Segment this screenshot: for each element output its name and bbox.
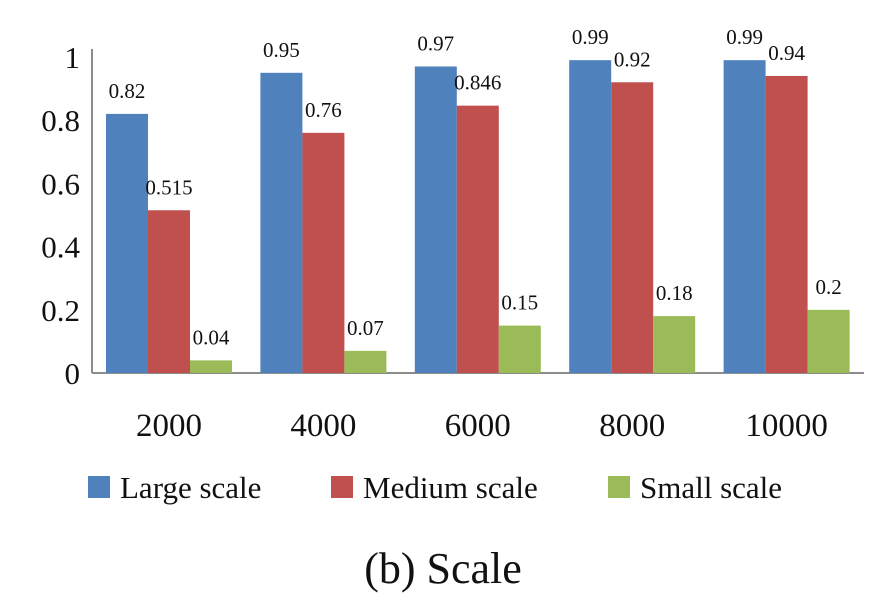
data-label: 0.846 bbox=[454, 71, 501, 95]
bar bbox=[611, 82, 654, 373]
bars bbox=[106, 60, 850, 374]
data-label: 0.99 bbox=[572, 25, 609, 49]
bar bbox=[498, 325, 541, 373]
bar bbox=[723, 60, 766, 373]
y-tick-label: 1 bbox=[65, 40, 81, 75]
bar bbox=[302, 132, 345, 373]
y-tick-label: 0.6 bbox=[41, 166, 80, 201]
chart-caption: (b) Scale bbox=[364, 544, 522, 593]
data-label: 0.99 bbox=[726, 25, 763, 49]
y-tick-label: 0 bbox=[65, 356, 81, 391]
data-label: 0.97 bbox=[417, 31, 454, 55]
data-label: 0.95 bbox=[263, 38, 300, 62]
bar bbox=[456, 105, 499, 373]
x-tick-label: 8000 bbox=[599, 408, 665, 444]
legend: Large scale Medium scale Small scale bbox=[88, 470, 782, 505]
data-label: 0.07 bbox=[347, 316, 384, 340]
legend-label: Small scale bbox=[640, 470, 782, 505]
x-tick-label: 6000 bbox=[445, 408, 511, 444]
bar bbox=[765, 75, 808, 374]
y-tick-label: 0.2 bbox=[41, 293, 80, 328]
bar bbox=[148, 210, 190, 373]
legend-label: Medium scale bbox=[363, 470, 538, 505]
bar bbox=[414, 66, 457, 373]
legend-label: Large scale bbox=[120, 470, 261, 505]
legend-swatch bbox=[331, 476, 353, 498]
bar bbox=[344, 350, 387, 373]
axes: 0 0.2 0.4 0.6 0.8 1 2000 4000 6000 8000 10000 bbox=[41, 40, 864, 444]
data-label: 0.515 bbox=[145, 175, 192, 199]
y-tick-label: 0.4 bbox=[41, 230, 80, 265]
data-label: 0.92 bbox=[614, 47, 651, 71]
bar bbox=[569, 60, 612, 373]
bar bbox=[190, 360, 232, 373]
bar bbox=[653, 316, 696, 373]
bar bbox=[807, 309, 850, 373]
x-tick-label: 2000 bbox=[136, 408, 202, 444]
data-label: 0.2 bbox=[815, 275, 841, 299]
data-label: 0.04 bbox=[193, 325, 230, 349]
data-labels: 0.82 0.515 0.04 0.95 0.76 0.07 0.970.846 0.15 0.… bbox=[109, 25, 842, 349]
bar bbox=[260, 72, 303, 374]
x-tick-label: 4000 bbox=[290, 408, 356, 444]
x-tick-label: 10000 bbox=[745, 408, 828, 444]
data-label: 0.82 bbox=[109, 79, 146, 103]
data-label: 0.76 bbox=[305, 98, 342, 122]
data-label: 0.15 bbox=[501, 291, 538, 315]
bar bbox=[106, 113, 148, 373]
legend-swatch bbox=[88, 476, 110, 498]
data-label: 0.18 bbox=[656, 281, 693, 305]
legend-swatch bbox=[608, 476, 630, 498]
data-label: 0.94 bbox=[768, 41, 805, 65]
y-tick-label: 0.8 bbox=[41, 103, 80, 138]
